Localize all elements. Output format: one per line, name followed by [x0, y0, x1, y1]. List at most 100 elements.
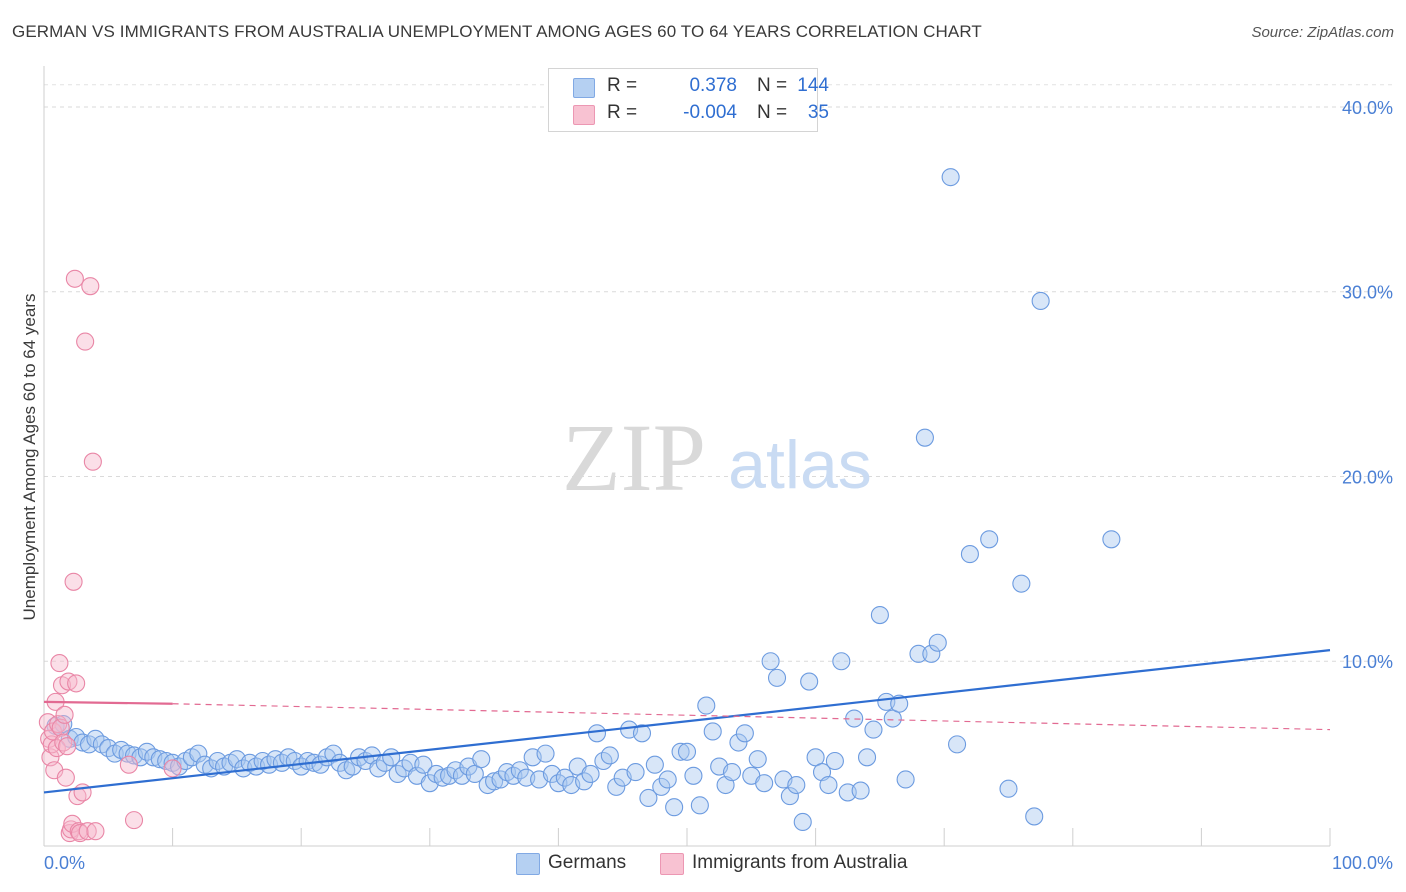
- germans-point: [600, 746, 619, 765]
- immigrants-australia-point: [63, 814, 82, 833]
- immigrants-australia-point: [59, 672, 78, 691]
- germans-legend-swatch-icon: [516, 853, 540, 875]
- germans-point: [652, 777, 671, 796]
- watermark-atlas: atlas: [728, 427, 872, 503]
- germans-n-value: 144: [797, 75, 829, 96]
- germans-point: [864, 720, 883, 739]
- germans-point: [735, 724, 754, 743]
- germans-point: [684, 766, 703, 785]
- germans-point: [536, 744, 555, 763]
- immigrants-australia-legend-swatch-icon: [660, 853, 684, 875]
- y-tick-label: 20.0%: [1342, 467, 1393, 487]
- immigrants-australia-point: [64, 572, 83, 591]
- germans-point: [671, 742, 690, 761]
- correlation-legend: R = 0.378 N = 144 R = -0.004 N = 35: [548, 68, 829, 132]
- germans-point: [510, 761, 529, 780]
- germans-point: [697, 696, 716, 715]
- x-tick-label-max: 100.0%: [1332, 853, 1393, 873]
- germans-point: [587, 724, 607, 743]
- germans-point: [722, 763, 742, 782]
- immigrants-australia-trend-line: [43, 700, 173, 705]
- germans-point: [941, 168, 960, 187]
- germans-point: [960, 545, 979, 564]
- germans-swatch-icon: [573, 78, 595, 98]
- germans-point: [639, 788, 658, 808]
- germans-point: [928, 633, 947, 652]
- germans-point: [851, 781, 870, 800]
- germans-point: [819, 775, 838, 795]
- trend-lines: [43, 649, 1331, 794]
- immigrants-australia-point: [55, 705, 74, 724]
- immigrants-australia-point: [81, 277, 100, 296]
- gridlines: [44, 84, 1396, 662]
- immigrants-australia-legend-label: Immigrants from Australia: [692, 852, 908, 873]
- germans-point: [896, 770, 915, 789]
- n-label: N =: [757, 102, 788, 123]
- germans-point: [690, 796, 709, 815]
- immigrants-australia-swatch-icon: [573, 105, 595, 125]
- germans-point: [324, 744, 343, 763]
- x-tick-labels: 0.0% 100.0%: [44, 853, 1393, 873]
- germans-points: [46, 168, 1121, 832]
- germans-point: [832, 652, 851, 671]
- germans-point: [1012, 574, 1031, 593]
- germans-legend-label: Germans: [548, 852, 627, 873]
- germans-point: [729, 733, 748, 752]
- immigrants-australia-trend-dashed: [172, 703, 1331, 731]
- germans-point: [581, 764, 600, 783]
- y-tick-label: 40.0%: [1342, 98, 1393, 118]
- germans-point: [780, 787, 799, 806]
- germans-point: [1025, 807, 1044, 826]
- axes: [43, 66, 1331, 847]
- immigrants-australia-point: [56, 768, 75, 787]
- immigrants-australia-points: [38, 269, 182, 843]
- series-legend: Germans Immigrants from Australia: [0, 852, 1406, 878]
- germans-point: [748, 750, 767, 769]
- immigrants-australia-point: [78, 822, 97, 841]
- n-label: N =: [757, 75, 788, 96]
- germans-point: [793, 812, 812, 832]
- y-tick-labels: 10.0% 20.0% 30.0% 40.0%: [1342, 98, 1393, 672]
- y-tick-label: 10.0%: [1342, 652, 1393, 672]
- germans-point: [658, 770, 677, 789]
- immigrants-australia-point: [70, 824, 90, 843]
- immigrants-australia-point: [86, 822, 105, 841]
- chart-title: GERMAN VS IMMIGRANTS FROM AUSTRALIA UNEM…: [12, 22, 982, 41]
- germans-point: [632, 724, 652, 743]
- germans-point: [761, 652, 780, 671]
- germans-point: [1031, 291, 1050, 311]
- immigrants-australia-point: [76, 332, 95, 351]
- r-label: R =: [607, 75, 638, 96]
- germans-point: [189, 744, 208, 763]
- germans-point: [767, 668, 787, 687]
- germans-point: [948, 735, 967, 754]
- germans-point: [755, 774, 774, 793]
- germans-point: [999, 779, 1018, 798]
- germans-point: [825, 751, 844, 771]
- y-axis-label: Unemployment Among Ages 60 to 64 years: [20, 294, 39, 621]
- germans-point: [645, 755, 664, 774]
- germans-point: [626, 763, 645, 782]
- y-tick-label: 30.0%: [1342, 283, 1393, 303]
- immigrants-australia-point: [119, 755, 138, 774]
- germans-point: [555, 768, 574, 787]
- immigrants-australia-point: [67, 674, 86, 693]
- immigrants-australia-n-value: 35: [807, 102, 829, 123]
- germans-point: [915, 428, 934, 447]
- germans-point: [414, 755, 433, 774]
- germans-point: [890, 694, 909, 713]
- immigrants-australia-point: [58, 737, 77, 756]
- germans-point: [800, 672, 819, 691]
- germans-point: [575, 772, 594, 791]
- immigrants-australia-point: [50, 654, 69, 673]
- germans-r-value: 0.378: [689, 75, 737, 96]
- germans-point: [472, 750, 491, 769]
- germans-point: [607, 777, 626, 796]
- watermark-zip: ZIP: [562, 404, 706, 511]
- germans-point: [857, 748, 877, 767]
- immigrants-australia-point: [163, 759, 182, 778]
- immigrants-australia-point: [65, 269, 84, 288]
- germans-point: [703, 722, 722, 741]
- source-credit: Source: ZipAtlas.com: [1251, 24, 1394, 41]
